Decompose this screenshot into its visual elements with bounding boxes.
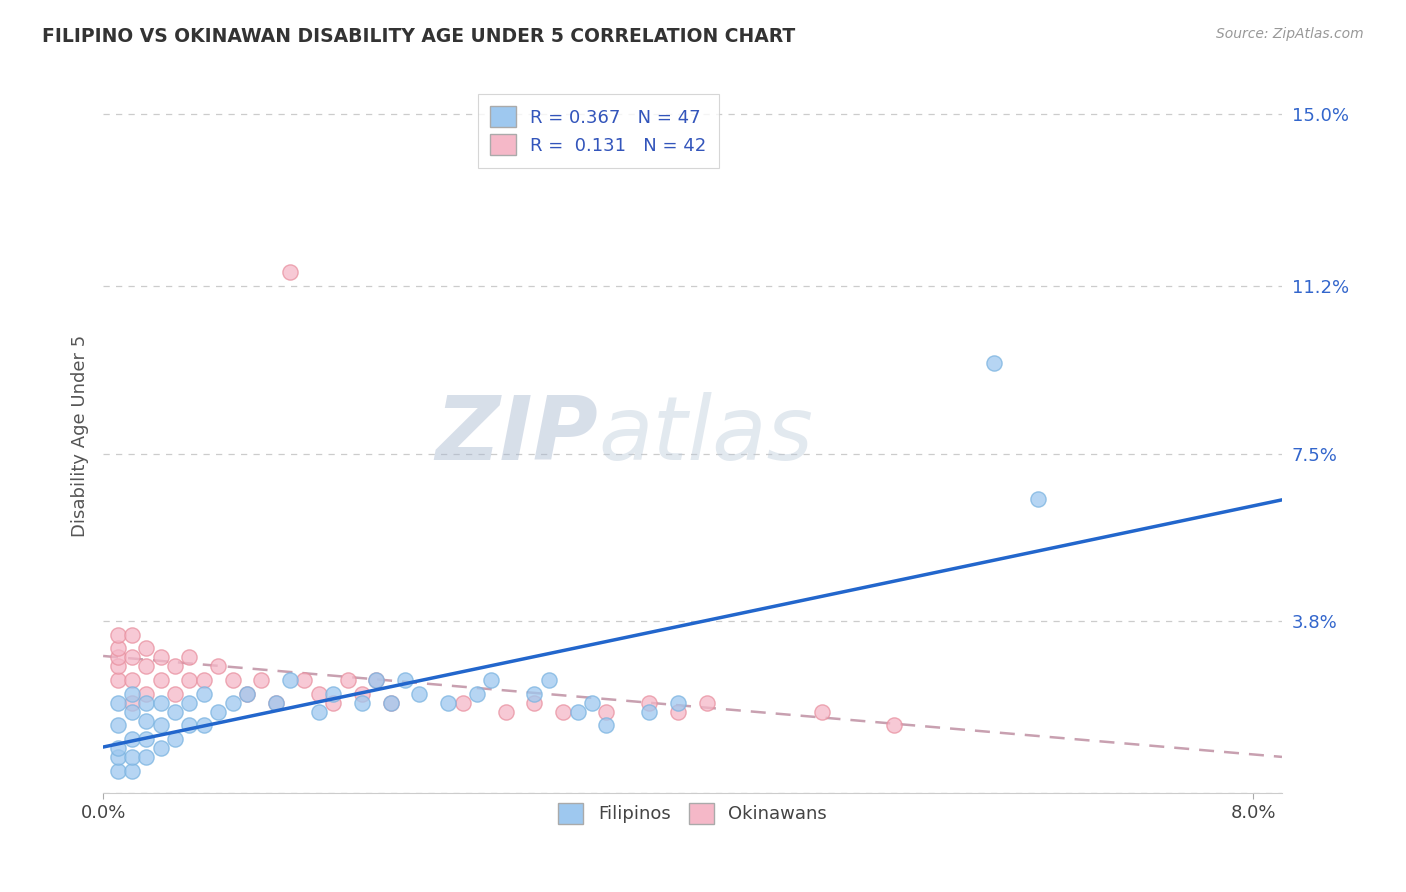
Point bbox=[193, 718, 215, 732]
Point bbox=[107, 628, 129, 642]
Point bbox=[107, 718, 129, 732]
Point bbox=[983, 356, 1005, 370]
Point bbox=[193, 673, 215, 687]
Point bbox=[163, 705, 186, 719]
Point bbox=[350, 687, 373, 701]
Point bbox=[179, 696, 201, 710]
Point bbox=[380, 696, 402, 710]
Point bbox=[350, 696, 373, 710]
Point bbox=[107, 673, 129, 687]
Point bbox=[107, 659, 129, 673]
Legend: Filipinos, Okinawans: Filipinos, Okinawans bbox=[547, 792, 838, 834]
Point bbox=[595, 705, 617, 719]
Point bbox=[107, 696, 129, 710]
Point bbox=[264, 696, 287, 710]
Point bbox=[207, 659, 229, 673]
Point bbox=[121, 687, 143, 701]
Point bbox=[221, 673, 243, 687]
Point bbox=[553, 705, 575, 719]
Point bbox=[221, 696, 243, 710]
Point bbox=[149, 673, 172, 687]
Point bbox=[135, 687, 157, 701]
Point bbox=[121, 705, 143, 719]
Point bbox=[451, 696, 474, 710]
Point bbox=[537, 673, 560, 687]
Text: atlas: atlas bbox=[598, 392, 813, 478]
Point bbox=[236, 687, 259, 701]
Point bbox=[495, 705, 517, 719]
Point bbox=[567, 705, 589, 719]
Point bbox=[336, 673, 359, 687]
Point bbox=[179, 718, 201, 732]
Point bbox=[523, 687, 546, 701]
Point bbox=[264, 696, 287, 710]
Point bbox=[366, 673, 388, 687]
Point bbox=[465, 687, 488, 701]
Point bbox=[121, 731, 143, 746]
Text: Source: ZipAtlas.com: Source: ZipAtlas.com bbox=[1216, 27, 1364, 41]
Point bbox=[121, 673, 143, 687]
Point bbox=[479, 673, 502, 687]
Point bbox=[149, 650, 172, 665]
Point bbox=[308, 687, 330, 701]
Point bbox=[107, 650, 129, 665]
Point bbox=[250, 673, 273, 687]
Point bbox=[595, 718, 617, 732]
Point bbox=[121, 750, 143, 764]
Point bbox=[107, 741, 129, 756]
Point bbox=[121, 628, 143, 642]
Point bbox=[1026, 491, 1049, 506]
Point bbox=[236, 687, 259, 701]
Point bbox=[135, 731, 157, 746]
Point bbox=[437, 696, 460, 710]
Point bbox=[179, 673, 201, 687]
Point bbox=[292, 673, 315, 687]
Point bbox=[638, 705, 661, 719]
Point bbox=[149, 741, 172, 756]
Point bbox=[883, 718, 905, 732]
Point bbox=[149, 718, 172, 732]
Point bbox=[107, 764, 129, 778]
Point bbox=[135, 641, 157, 656]
Point bbox=[811, 705, 834, 719]
Point bbox=[107, 641, 129, 656]
Point bbox=[121, 650, 143, 665]
Point bbox=[322, 696, 344, 710]
Point bbox=[121, 696, 143, 710]
Y-axis label: Disability Age Under 5: Disability Age Under 5 bbox=[72, 334, 89, 536]
Point bbox=[638, 696, 661, 710]
Point bbox=[278, 265, 301, 279]
Point bbox=[380, 696, 402, 710]
Text: FILIPINO VS OKINAWAN DISABILITY AGE UNDER 5 CORRELATION CHART: FILIPINO VS OKINAWAN DISABILITY AGE UNDE… bbox=[42, 27, 796, 45]
Point bbox=[163, 687, 186, 701]
Point bbox=[308, 705, 330, 719]
Point bbox=[322, 687, 344, 701]
Point bbox=[394, 673, 416, 687]
Point bbox=[135, 750, 157, 764]
Point bbox=[135, 696, 157, 710]
Point bbox=[278, 673, 301, 687]
Point bbox=[696, 696, 718, 710]
Point bbox=[408, 687, 430, 701]
Point bbox=[523, 696, 546, 710]
Point bbox=[366, 673, 388, 687]
Point bbox=[163, 659, 186, 673]
Point bbox=[107, 750, 129, 764]
Point bbox=[207, 705, 229, 719]
Point bbox=[179, 650, 201, 665]
Text: ZIP: ZIP bbox=[436, 392, 598, 479]
Point bbox=[581, 696, 603, 710]
Point bbox=[149, 696, 172, 710]
Point bbox=[135, 714, 157, 728]
Point bbox=[666, 696, 689, 710]
Point bbox=[163, 731, 186, 746]
Point bbox=[121, 764, 143, 778]
Point bbox=[135, 659, 157, 673]
Point bbox=[666, 705, 689, 719]
Point bbox=[193, 687, 215, 701]
